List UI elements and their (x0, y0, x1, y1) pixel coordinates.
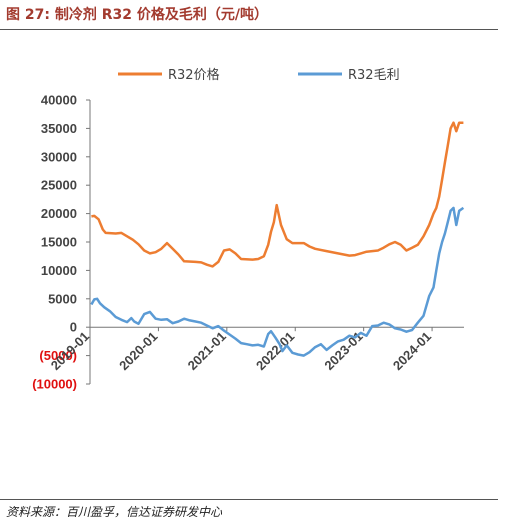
price-series-line (91, 121, 464, 268)
y-tick-label: (10000) (32, 377, 77, 392)
y-tick-label: (5000) (39, 348, 77, 363)
y-tick-label: 10000 (41, 263, 77, 278)
source-note: 资料来源：百川盈孚，信达证券研发中心 (6, 505, 223, 519)
legend-price-label: R32价格 (168, 67, 220, 83)
top-rule (0, 29, 498, 30)
chart-legend: R32价格 R32毛利 (118, 67, 400, 83)
y-tick-label: 5000 (48, 291, 77, 306)
y-tick-label: 30000 (41, 149, 77, 164)
legend-margin-label: R32毛利 (348, 68, 400, 83)
x-tick-label: 2020-01 (116, 329, 160, 373)
y-tick-label: 20000 (41, 206, 77, 221)
bottom-rule (0, 499, 498, 500)
y-tick-label: 0 (70, 320, 77, 335)
series-lines (90, 121, 465, 357)
y-tick-label: 40000 (41, 93, 77, 108)
margin-series-line (90, 206, 465, 357)
line-chart: R32价格 R32毛利 40000 35000 30000 25000 20000 1500… (32, 67, 465, 392)
x-tick-label: 2021-01 (185, 329, 229, 373)
figure-title: 图 27: 制冷剂 R32 价格及毛利（元/吨） (6, 7, 268, 23)
y-tick-label: 25000 (41, 178, 77, 193)
y-axis: 40000 35000 30000 25000 20000 15000 10000 5000 0… (32, 93, 91, 392)
x-tick-label: 2024-01 (390, 329, 434, 373)
y-tick-label: 35000 (41, 121, 77, 136)
y-tick-label: 15000 (41, 235, 77, 250)
x-axis: 2019-01 2020-01 2021-01 2022-01 2023-01 2024-… (48, 326, 464, 373)
